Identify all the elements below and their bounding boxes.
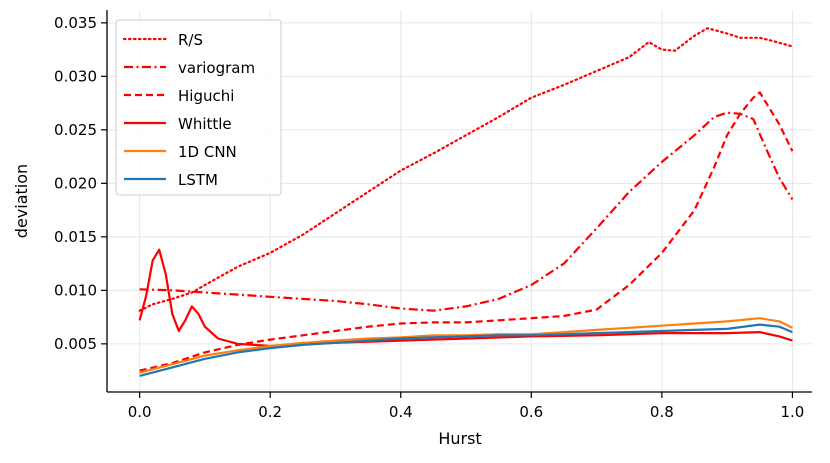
series-line-lstm <box>139 323 793 377</box>
y-tick-label: 0.005 <box>54 335 97 353</box>
legend-label: LSTM <box>178 171 218 189</box>
ticks: 0.0 0.2 0.4 0.6 0.8 1.0 0.005 0.010 0.015 0.020 0.… <box>54 14 804 421</box>
x-tick-label: 0.4 <box>389 403 413 421</box>
legend-label: Whittle <box>178 115 232 133</box>
y-tick-label: 0.025 <box>54 121 97 139</box>
y-tick-label: 0.010 <box>54 281 97 299</box>
x-tick-label: 0.6 <box>519 403 543 421</box>
x-tick-label: 0.8 <box>650 403 674 421</box>
series-line-whittle <box>138 248 793 348</box>
series-line-higuchi <box>139 91 794 372</box>
legend-label: variogram <box>178 59 255 77</box>
grid <box>107 10 812 392</box>
y-axis-label: deviation <box>12 164 31 238</box>
y-tick-label: 0.020 <box>54 174 97 192</box>
series-line-r-s <box>138 27 794 312</box>
x-axis-label: Hurst <box>438 429 481 448</box>
y-tick-label: 0.015 <box>54 228 97 246</box>
x-tick-label: 0.0 <box>128 403 152 421</box>
series-layer <box>138 27 794 377</box>
y-tick-label: 0.035 <box>54 14 97 32</box>
x-tick-label: 0.2 <box>258 403 282 421</box>
legend-label: R/S <box>178 31 203 49</box>
legend-label: Higuchi <box>178 87 234 105</box>
legend: R/S variogram Higuchi Whittle 1D CNN LSTM <box>115 19 282 196</box>
legend-label: 1D CNN <box>178 143 237 161</box>
x-tick-label: 1.0 <box>780 403 804 421</box>
axes <box>106 10 812 393</box>
y-tick-label: 0.030 <box>54 67 97 85</box>
